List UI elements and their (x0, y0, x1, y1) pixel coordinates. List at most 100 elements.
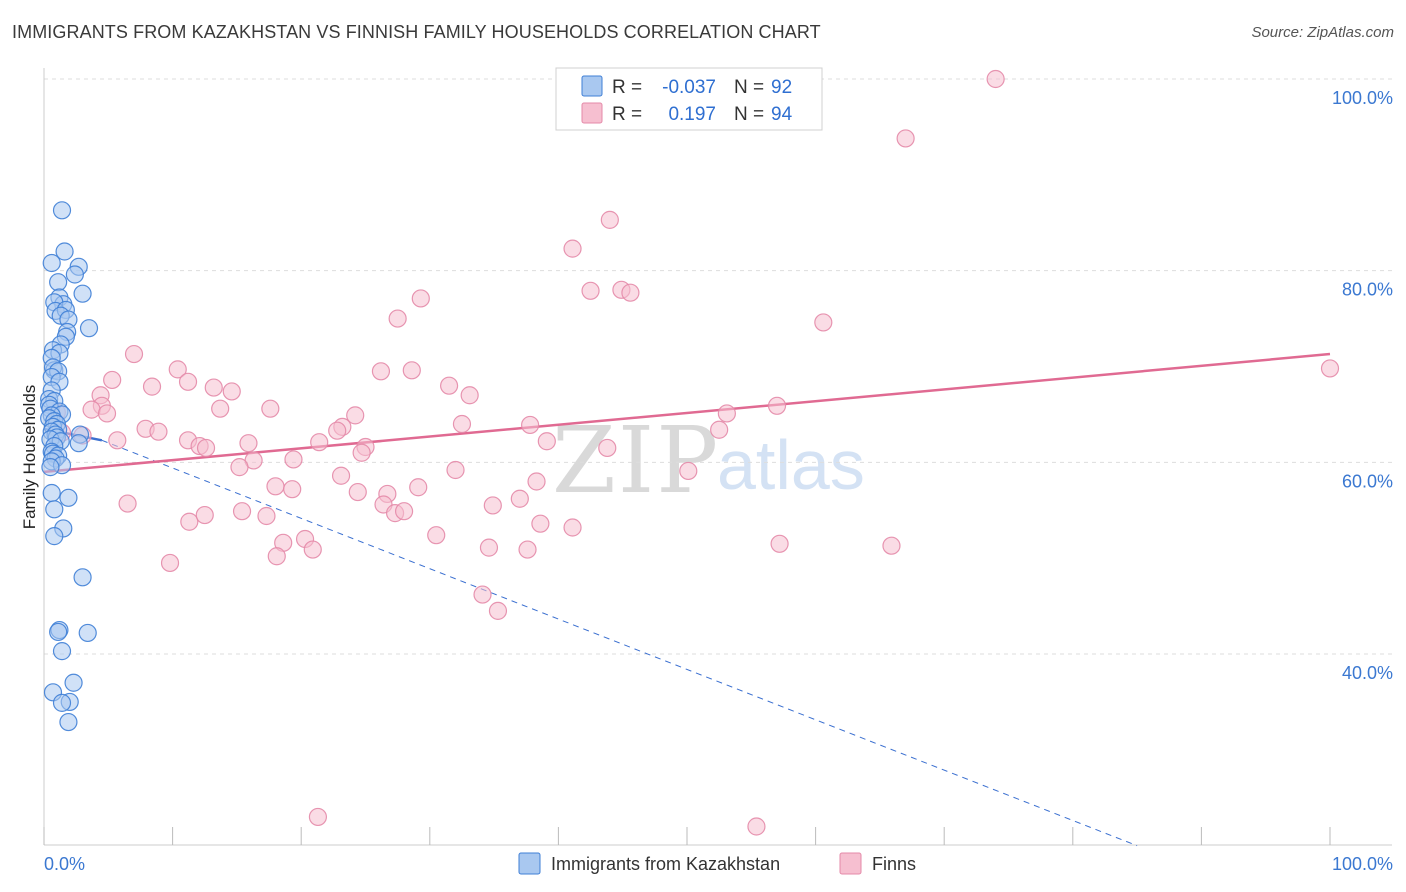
bottom-legend-swatch-blue (518, 852, 541, 875)
kazakhstan-point-67 (52, 693, 72, 712)
legend-r-value-pink: 0.197 (668, 104, 716, 125)
finns-point-83 (160, 553, 180, 573)
kazakhstan-point-54 (42, 483, 61, 503)
finns-point-22 (460, 386, 479, 405)
finns-point-49 (598, 438, 617, 458)
finns-point-29 (717, 404, 736, 423)
finns-point-59 (283, 480, 302, 499)
finns-point-77 (479, 538, 499, 557)
legend-swatch-blue (581, 75, 603, 97)
finns-point-73 (563, 518, 582, 537)
finns-point-86 (679, 461, 698, 481)
finns-point-6 (581, 281, 600, 300)
x-tick-label-0: 0.0% (44, 854, 85, 874)
kazakhstan-point-53 (41, 458, 60, 477)
kazakhstan-point-63 (52, 642, 72, 661)
chart-title: IMMIGRANTS FROM KAZAKHSTAN VS FINNISH FA… (12, 22, 821, 42)
finns-point-88 (308, 807, 328, 827)
kazakhstan-point-45 (69, 434, 88, 453)
finns-point-1 (986, 69, 1005, 89)
y-tick-label-3: 40.0% (1342, 663, 1393, 683)
finns-point-80 (267, 547, 286, 566)
finns-point-36 (149, 422, 168, 441)
finns-point-2 (896, 129, 915, 148)
kazakhstan-point-55 (59, 488, 78, 507)
bottom-legend-swatch-pink (839, 852, 862, 875)
finns-point-41 (108, 431, 127, 450)
y-tick-label-0: 100.0% (1332, 88, 1393, 108)
kazakhstan-point-56 (45, 500, 64, 519)
legend-r-label-blue: R = (612, 77, 642, 98)
watermark-zip: ZIP (552, 407, 720, 514)
kazakhstan-point-2 (42, 253, 61, 273)
finns-point-85 (488, 601, 508, 620)
x-tick-labels: 0.0% 100.0% (44, 854, 1393, 874)
finns-point-5 (411, 289, 430, 308)
finns-point-16 (103, 370, 122, 390)
finns-point-3 (600, 210, 619, 229)
finns-point-9 (388, 309, 407, 328)
finns-point-28 (346, 406, 365, 425)
finns-point-62 (510, 489, 529, 508)
finns-point-89 (747, 817, 766, 836)
finns-point-24 (82, 400, 101, 419)
kazakhstan-point-61 (49, 622, 68, 642)
x-tick-label-1: 100.0% (1332, 854, 1393, 874)
finns-point-46 (196, 438, 216, 458)
legend-n-value-pink: 94 (771, 104, 793, 125)
finns-point-58 (527, 472, 546, 491)
finns-point-19 (222, 382, 241, 401)
finns-point-43 (239, 434, 258, 453)
finns-point-12 (168, 360, 187, 379)
kazakhstan-point-5 (49, 273, 68, 292)
finns-point-26 (211, 399, 230, 418)
finns-point-87 (1320, 359, 1340, 378)
finns-point-72 (531, 514, 550, 533)
bottom-legend: Immigrants from Kazakhstan Finns (518, 852, 916, 875)
finns-point-78 (518, 540, 537, 559)
finns-point-30 (767, 396, 787, 415)
source-label: Source: ZipAtlas.com (1251, 24, 1394, 41)
finns-point-52 (284, 450, 303, 469)
y-axis-label: Family Households (20, 385, 39, 530)
finns-point-32 (452, 414, 472, 434)
finns-point-54 (446, 460, 465, 480)
finns-point-50 (352, 443, 371, 462)
finns-point-18 (204, 378, 223, 397)
finns-point-14 (402, 361, 421, 380)
finns-point-82 (882, 536, 901, 555)
bottom-legend-label-pink: Finns (872, 854, 916, 874)
bottom-legend-label-blue: Immigrants from Kazakhstan (551, 854, 780, 874)
watermark-atlas: atlas (717, 426, 865, 504)
finns-point-57 (409, 478, 428, 497)
finns-point-33 (521, 415, 540, 435)
finns-point-65 (118, 494, 137, 513)
series-kazakhstan-points (40, 201, 99, 732)
kazakhstan-point-0 (52, 201, 72, 220)
kazakhstan-point-64 (64, 673, 83, 692)
trend-line-finns (43, 352, 1331, 474)
trend-line-kazakhstan-dashed (101, 439, 1138, 847)
finns-point-74 (427, 526, 446, 545)
kazakhstan-point-68 (59, 712, 78, 732)
finns-point-44 (310, 433, 329, 452)
finns-point-66 (232, 502, 252, 521)
finns-point-13 (371, 362, 391, 381)
finns-point-56 (266, 477, 285, 496)
finns-point-60 (348, 482, 367, 502)
y-tick-label-2: 60.0% (1342, 471, 1393, 491)
kazakhstan-point-62 (78, 623, 97, 643)
finns-point-20 (439, 376, 459, 395)
legend-n-label-pink: N = (734, 104, 764, 125)
finns-point-11 (124, 344, 144, 364)
finns-point-15 (178, 372, 198, 391)
finns-point-70 (180, 512, 199, 531)
finns-point-79 (303, 540, 322, 559)
finns-point-53 (230, 458, 249, 477)
finns-point-48 (537, 432, 556, 451)
legend: R = -0.037 N = 92 R = 0.197 N = 94 (555, 67, 823, 131)
finns-point-67 (257, 506, 276, 526)
finns-point-64 (483, 496, 502, 515)
finns-point-69 (394, 502, 414, 521)
